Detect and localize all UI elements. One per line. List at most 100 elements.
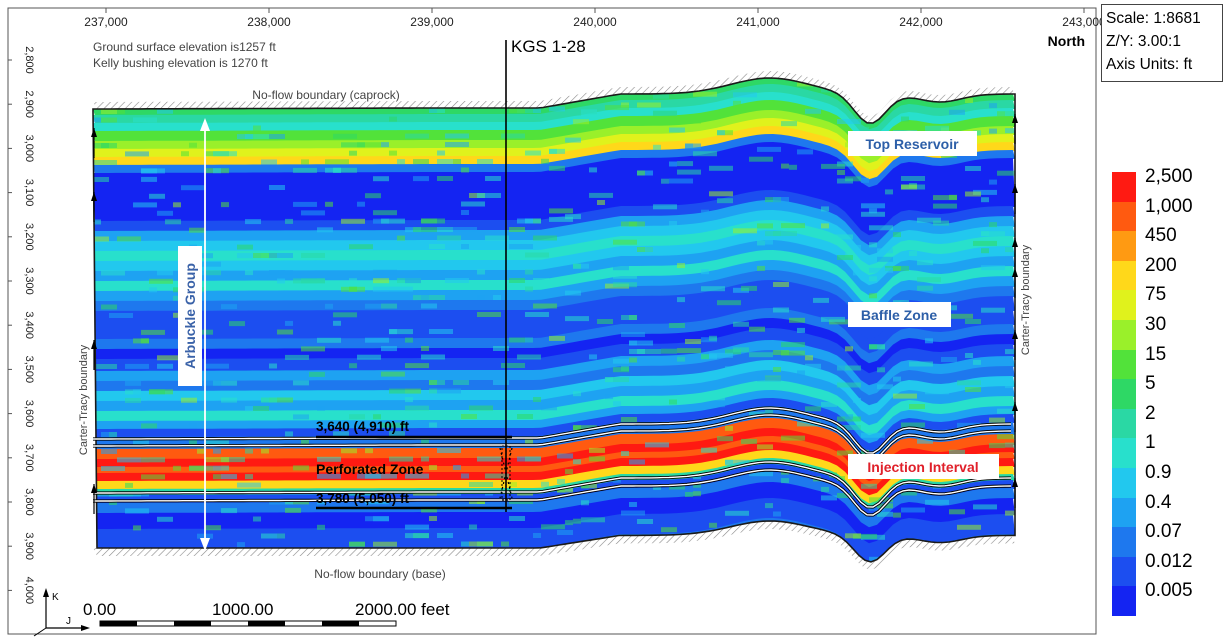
legend-swatch (1112, 527, 1136, 558)
grid-cell (421, 295, 445, 300)
grid-cell (445, 133, 469, 139)
grid-cell (797, 370, 805, 376)
grid-cell (477, 159, 493, 164)
grid-cell (845, 346, 853, 352)
grid-cell (957, 524, 981, 530)
grid-cell (805, 406, 821, 412)
grid-cell (861, 211, 885, 217)
grid-cell (661, 348, 677, 354)
grid-cell (853, 397, 861, 403)
grid-cell (245, 448, 253, 454)
legend-swatch (1112, 379, 1136, 410)
grid-cell (213, 151, 237, 157)
grid-cell (189, 440, 197, 446)
grid-cell (509, 108, 525, 113)
grid-cell (693, 91, 717, 97)
permeability-legend: 2,500 1,000 450 200 75 30 15 5 2 1 0.9 0.4 0.07 0.012… (1112, 166, 1224, 617)
grid-cell (373, 414, 381, 420)
layer-band (93, 250, 1015, 307)
boundary-arrow-head (91, 340, 97, 349)
grid-cell (741, 438, 757, 444)
grid-cell (677, 263, 685, 269)
grid-cell (629, 340, 653, 346)
grid-cell (197, 448, 205, 454)
grid-cell (245, 474, 253, 480)
grid-cell (325, 159, 349, 165)
grid-cell (381, 218, 405, 224)
grid-cell (293, 201, 317, 207)
grid-cell (181, 185, 205, 191)
grid-cell (669, 399, 677, 405)
layer-band (93, 230, 1015, 287)
legend-label: 1 (1145, 432, 1156, 454)
legend-swatch (1112, 408, 1136, 439)
grid-cell (525, 337, 533, 343)
grid-cell (917, 285, 933, 291)
grid-cell (221, 508, 237, 514)
grid-cell (429, 422, 437, 428)
grid-cell (661, 527, 677, 533)
legend-swatch (1112, 556, 1136, 587)
grid-cell (269, 253, 293, 258)
grid-cell (429, 244, 445, 249)
grid-cell (629, 502, 637, 507)
grid-cell (437, 227, 453, 232)
grid-cell (869, 208, 877, 214)
grid-cell (381, 303, 397, 309)
y-tick-label: 4,000 (23, 577, 35, 605)
grid-cell (493, 380, 509, 385)
grid-cell (189, 465, 205, 471)
grid-cell (229, 321, 245, 327)
boundary-arrow-head (91, 128, 97, 137)
interval-lines (93, 406, 1012, 517)
grid-cell (549, 335, 565, 341)
grid-cell (837, 450, 853, 456)
grid-cell (1005, 510, 1015, 516)
grid-cell (93, 117, 101, 123)
scale-info-box: Scale: 1:8681 Z/Y: 3.00:1 Axis Units: ft (1101, 4, 1223, 82)
grid-cell (269, 270, 293, 275)
legend-label: 0.012 (1145, 550, 1193, 572)
layer-band (93, 340, 1015, 397)
y-tick-label: 3,000 (23, 135, 35, 163)
grid-cell (133, 202, 157, 208)
grid-cell (605, 105, 629, 111)
grid-cell (221, 125, 229, 131)
grid-cell (333, 133, 357, 139)
grid-cell (533, 278, 549, 283)
grid-cell (557, 479, 565, 484)
legend-swatch (1112, 349, 1136, 380)
grid-cell (629, 221, 637, 227)
grid-cell (333, 167, 357, 173)
grid-cell (261, 397, 277, 403)
grid-cell (717, 198, 733, 204)
grid-cell (461, 414, 477, 419)
legend-entry: 2 (1112, 403, 1224, 439)
grid-cell (565, 316, 589, 322)
grid-cell (981, 231, 1005, 237)
grid-cell (869, 267, 893, 273)
y-tick-label: 2,800 (23, 46, 35, 74)
grid-cell (141, 423, 157, 429)
grid-cell (949, 109, 965, 115)
grid-cell (573, 459, 581, 465)
grid-cell (613, 282, 637, 288)
grid-cell (525, 150, 541, 156)
grid-cell (365, 337, 389, 343)
grid-cell (1005, 383, 1013, 389)
boundary-arrow-head (1012, 478, 1018, 487)
grid-cell (677, 169, 701, 175)
grid-cell (501, 133, 525, 139)
legend-entry: 1 (1112, 432, 1224, 469)
grid-cell (501, 363, 525, 368)
grid-cell (485, 235, 509, 241)
grid-cell (437, 235, 461, 241)
grid-cell (621, 510, 645, 516)
grid-cell (477, 312, 501, 317)
grid-cell (789, 266, 797, 272)
grid-cell (725, 510, 749, 516)
grid-cell (549, 216, 573, 222)
legend-entry: 200 (1112, 255, 1224, 291)
grid-cell (349, 363, 357, 369)
grid-cell (717, 402, 725, 408)
